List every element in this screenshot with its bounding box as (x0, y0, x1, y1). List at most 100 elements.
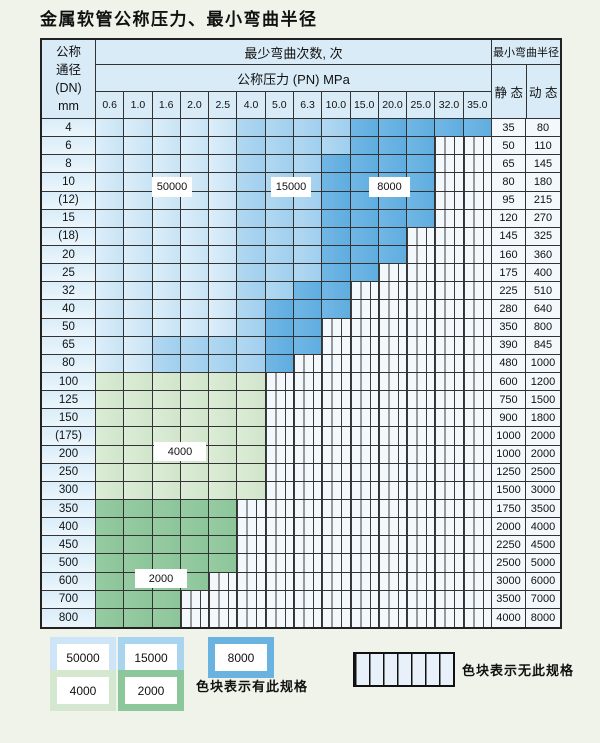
spec-cells (96, 264, 492, 282)
spec-cell-50000 (209, 300, 238, 318)
no-spec-cell (322, 499, 351, 518)
dn-cell: 500 (42, 554, 96, 572)
spec-cell-2000 (180, 536, 210, 554)
spec-cells (96, 608, 492, 627)
spec-cell-15000 (237, 336, 266, 354)
no-spec-cell (407, 300, 436, 318)
static-radius-cell: 280 (492, 300, 526, 318)
static-radius-cell: 3500 (492, 590, 526, 608)
spec-cell-15000 (237, 173, 266, 191)
spec-cell-4000 (209, 409, 238, 427)
spec-cells (96, 209, 492, 227)
spec-cell-15000 (293, 137, 323, 155)
dn-cell: (12) (42, 191, 96, 209)
spec-cell-2000 (209, 499, 238, 518)
spec-cell-2000 (124, 518, 153, 536)
no-spec-cell (293, 608, 323, 627)
spec-cell-50000 (96, 227, 125, 245)
no-spec-cell (463, 554, 492, 572)
spec-cell-50000 (124, 191, 153, 209)
spec-cell-8000 (407, 137, 436, 155)
spec-cell-50000 (96, 318, 125, 336)
spec-cell-50000 (96, 282, 125, 300)
table-row: 100 600 1200 (42, 372, 560, 392)
pressure-col-label: 15.0 (351, 92, 379, 118)
no-spec-cell (378, 409, 408, 427)
static-radius-cell: 65 (492, 155, 526, 173)
dynamic-radius-cell: 145 (526, 155, 560, 173)
no-spec-cell (463, 245, 492, 264)
no-spec-cell (463, 318, 492, 336)
spec-cell-8000 (407, 155, 436, 173)
no-spec-cell (435, 372, 464, 391)
spec-cell-15000 (209, 354, 238, 372)
table-row: 200 1000 2000 (42, 445, 560, 464)
no-spec-cell (407, 427, 436, 445)
no-spec-cell (435, 391, 464, 409)
spec-cell-50000 (152, 155, 181, 173)
spec-cell-15000 (237, 264, 266, 282)
no-spec-cell (435, 499, 464, 518)
no-spec-cell (293, 499, 323, 518)
no-spec-cell (435, 427, 464, 445)
spec-cells (96, 499, 492, 518)
no-spec-cell (237, 572, 266, 590)
spec-cell-2000 (180, 518, 210, 536)
dn-cell: 150 (42, 409, 96, 427)
no-spec-cell (463, 518, 492, 536)
spec-cell-8000 (378, 155, 408, 173)
dn-cell: 800 (42, 608, 96, 627)
spec-cell-15000 (237, 119, 266, 137)
legend-unavailable-text: 色块表示无此规格 (462, 663, 575, 678)
spec-cell-8000 (265, 354, 294, 372)
spec-cell-50000 (124, 318, 153, 336)
spec-cell-8000 (463, 119, 492, 137)
no-spec-cell (463, 409, 492, 427)
no-spec-cell (378, 554, 408, 572)
spec-cell-50000 (180, 209, 210, 227)
no-spec-cell (435, 318, 464, 336)
spec-cell-50000 (96, 264, 125, 282)
no-spec-cell (435, 191, 464, 209)
dynamic-radius-cell: 510 (526, 282, 560, 300)
no-spec-cell (209, 608, 238, 627)
no-spec-cell (293, 481, 323, 499)
spec-cells (96, 155, 492, 173)
spec-cell-4000 (96, 445, 125, 463)
no-spec-cell (407, 536, 436, 554)
dynamic-radius-cell: 215 (526, 191, 560, 209)
no-spec-cell (463, 499, 492, 518)
no-spec-cell (293, 409, 323, 427)
no-spec-cell (435, 354, 464, 372)
spec-cell-50000 (209, 191, 238, 209)
spec-cell-2000 (152, 536, 181, 554)
spec-cell-2000 (124, 536, 153, 554)
no-spec-cell (407, 391, 436, 409)
spec-cell-8000 (293, 300, 323, 318)
spec-cell-8000 (265, 300, 294, 318)
static-radius-cell: 1000 (492, 445, 526, 463)
spec-cell-15000 (237, 245, 266, 264)
spec-cell-8000 (350, 227, 379, 245)
no-spec-cell (293, 518, 323, 536)
spec-cell-2000 (180, 554, 210, 572)
no-spec-cell (378, 499, 408, 518)
no-spec-cell (407, 354, 436, 372)
spec-cell-50000 (124, 227, 153, 245)
no-spec-cell (265, 572, 294, 590)
spec-cell-15000 (237, 137, 266, 155)
spec-cell-4000 (180, 481, 210, 499)
static-radius-cell: 80 (492, 173, 526, 191)
no-spec-cell (435, 173, 464, 191)
no-spec-cell (435, 209, 464, 227)
page-title: 金属软管公称压力、最小弯曲半径 (40, 10, 318, 30)
spec-cell-4000 (124, 445, 153, 463)
no-spec-cell (322, 463, 351, 481)
spec-cell-15000 (265, 264, 294, 282)
no-spec-cell (463, 137, 492, 155)
spec-cells (96, 137, 492, 155)
spec-cells (96, 518, 492, 536)
pressure-col-label: 2.0 (181, 92, 210, 118)
spec-cells (96, 372, 492, 391)
spec-cell-50000 (124, 245, 153, 264)
